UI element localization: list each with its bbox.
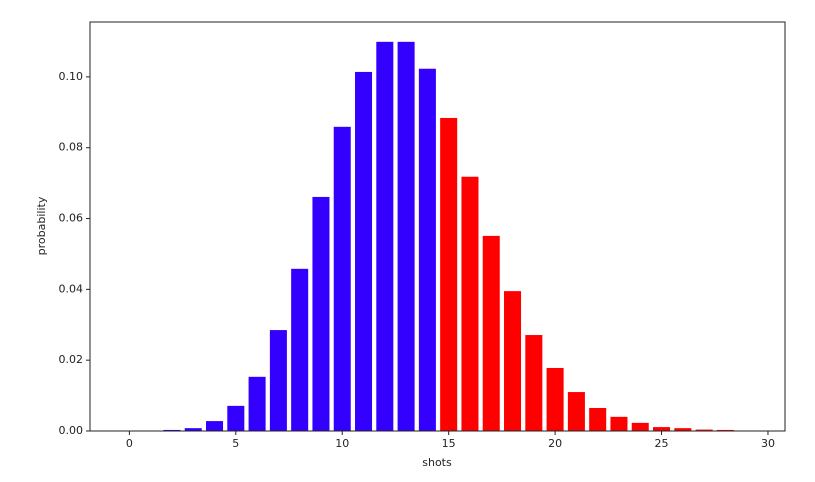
y-axis-label: probability [35, 196, 48, 255]
bar [376, 41, 394, 432]
bar [546, 367, 564, 431]
y-tick-label: 0.06 [59, 212, 84, 225]
bar [567, 392, 585, 431]
x-axis-label: shots [422, 456, 452, 469]
bar [482, 235, 500, 431]
x-tick-label: 25 [655, 437, 669, 450]
bar [610, 416, 628, 431]
y-tick-label: 0.10 [59, 70, 84, 83]
bar [333, 126, 351, 431]
bar [716, 429, 734, 431]
x-tick-label: 30 [761, 437, 775, 450]
bar [291, 268, 309, 431]
bar [269, 330, 287, 431]
bar [440, 117, 458, 431]
y-tick-label: 0.04 [59, 282, 84, 295]
bar [418, 68, 436, 431]
bar [653, 427, 671, 431]
bar [248, 376, 266, 431]
bar [461, 176, 479, 431]
bar [504, 291, 522, 431]
bar [206, 421, 224, 431]
y-tick-label: 0.08 [59, 141, 84, 154]
bar [184, 428, 202, 431]
bar [227, 405, 245, 431]
bar [631, 422, 649, 431]
bar [525, 335, 543, 431]
bar [695, 429, 713, 431]
x-tick-label: 10 [335, 437, 349, 450]
y-tick-label: 0.00 [59, 424, 84, 437]
bar [674, 428, 692, 431]
bar [312, 196, 330, 431]
x-tick-label: 15 [442, 437, 456, 450]
bar [397, 41, 415, 432]
plot-frame [89, 21, 786, 432]
bar [163, 429, 181, 431]
x-tick-label: 20 [548, 437, 562, 450]
bar [355, 71, 373, 431]
x-tick-label: 5 [232, 437, 239, 450]
bar [589, 407, 607, 431]
y-tick-label: 0.02 [59, 353, 84, 366]
x-tick-label: 0 [126, 437, 133, 450]
